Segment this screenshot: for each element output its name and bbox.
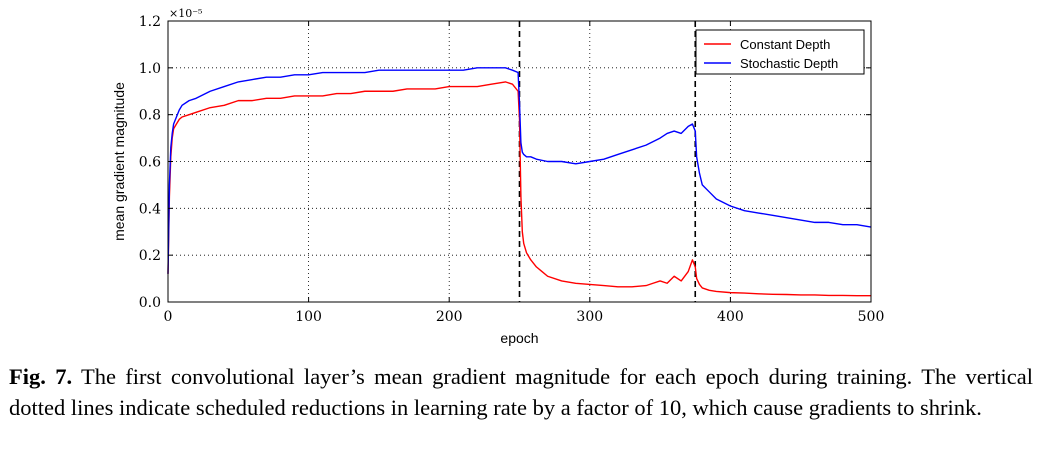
- axis-ticks: 0 100 200 300 400 500 0.0 0.2 0.4 0.6 0.8 1.0 1.2: [139, 14, 885, 325]
- legend-box: [695, 29, 865, 75]
- x-tick-label: 200: [436, 309, 463, 325]
- figure-caption: Fig. 7. The first convolutional layer’s …: [9, 361, 1033, 423]
- legend-label: Stochastic Depth: [740, 56, 838, 71]
- caption-label: Fig. 7.: [9, 364, 73, 389]
- y-tick-label: 1.0: [139, 61, 161, 77]
- x-tick-label: 0: [164, 309, 173, 325]
- x-tick-label: 500: [858, 309, 885, 325]
- x-tick-label: 400: [717, 309, 744, 325]
- line-chart: 0 100 200 300 400 500 0.0 0.2 0.4 0.6 0.8 1.0 1.2 ×1…: [111, 7, 885, 346]
- legend-label: Constant Depth: [740, 37, 830, 52]
- series-line-constant-depth: [167, 81, 871, 297]
- y-tick-label: 0.8: [139, 108, 161, 124]
- caption-text: The first convolutional layer’s mean gra…: [9, 364, 1033, 420]
- series-line-stochastic-depth: [167, 67, 872, 274]
- y-tick-label: 0.6: [139, 155, 161, 171]
- legend: Constant Depth Stochastic Depth: [695, 29, 865, 75]
- series-group: [167, 67, 872, 297]
- y-tick-label: 1.2: [139, 14, 161, 30]
- x-tick-label: 100: [295, 309, 322, 325]
- x-axis-label: epoch: [500, 330, 538, 346]
- x-tick-label: 300: [576, 309, 603, 325]
- lr-reduction-lines: [518, 21, 697, 302]
- y-axis-label: mean gradient magnitude: [111, 82, 127, 241]
- y-tick-label: 0.4: [139, 201, 161, 217]
- y-scale-label: ×10⁻⁵: [169, 7, 202, 20]
- y-tick-label: 0.2: [139, 248, 161, 264]
- y-tick-label: 0.0: [139, 295, 161, 311]
